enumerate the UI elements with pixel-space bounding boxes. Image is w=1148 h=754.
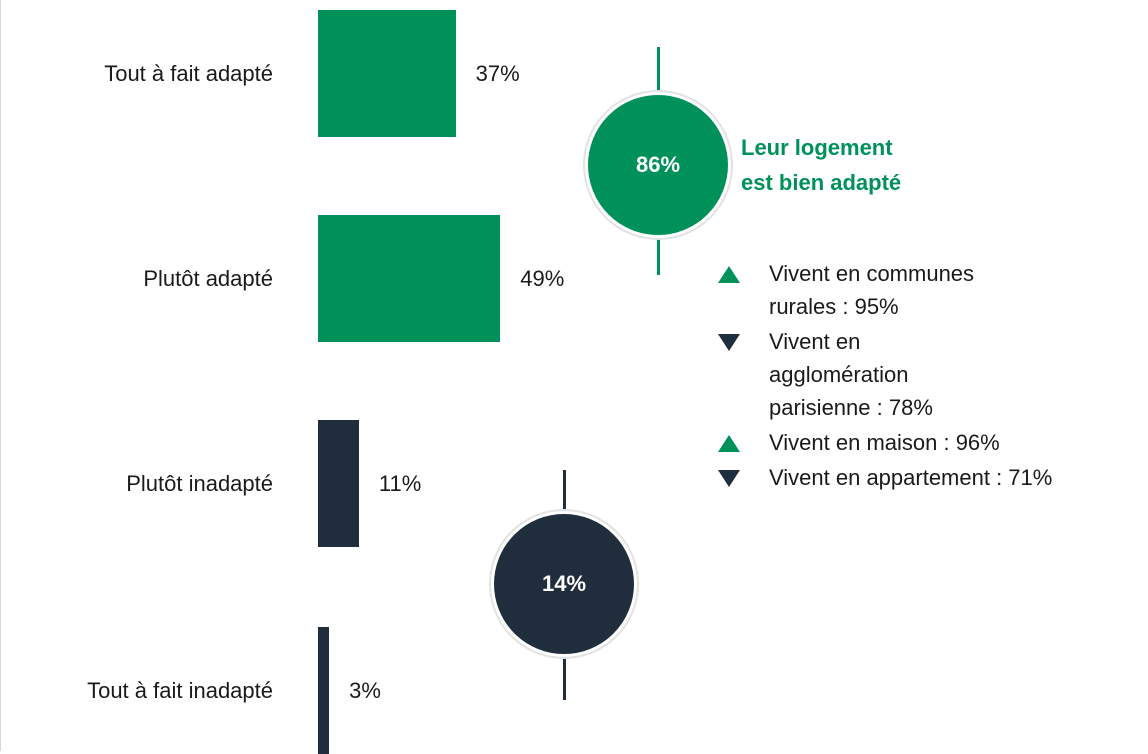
category-label: Tout à fait inadapté bbox=[87, 677, 273, 703]
triangle-up bbox=[718, 435, 740, 452]
note-text: parisienne : 78% bbox=[769, 395, 933, 420]
triangle-down bbox=[718, 334, 740, 351]
group-circle: 86% bbox=[585, 92, 731, 238]
triangle-down bbox=[718, 470, 740, 487]
value-label: 11% bbox=[378, 470, 422, 496]
connector-line bbox=[656, 47, 660, 93]
group-title: Leur logement bbox=[741, 135, 893, 160]
note-text: Vivent en communes bbox=[769, 261, 975, 286]
bar bbox=[318, 627, 330, 754]
triangle-up bbox=[718, 266, 740, 283]
value-label: 37% bbox=[475, 60, 520, 86]
bar bbox=[318, 420, 359, 547]
value-label: 3% bbox=[349, 677, 381, 703]
category-label: Plutôt inadapté bbox=[126, 470, 273, 496]
note-text: rurales : 95% bbox=[769, 294, 899, 319]
note-text: agglomération bbox=[769, 362, 909, 387]
group-title: est bien adapté bbox=[741, 170, 902, 195]
note-text: Vivent en bbox=[769, 329, 861, 354]
connector-line bbox=[656, 237, 660, 275]
category-label: Plutôt adapté bbox=[143, 265, 273, 291]
bar bbox=[318, 10, 456, 137]
note-text: Vivent en appartement : 71% bbox=[769, 465, 1053, 490]
connector-line bbox=[562, 470, 566, 515]
category-label: Tout à fait adapté bbox=[104, 60, 273, 86]
bar bbox=[318, 215, 501, 342]
group-circle: 14% bbox=[491, 511, 637, 657]
connector-line bbox=[562, 657, 566, 700]
note-text: Vivent en maison : 96% bbox=[769, 430, 1000, 455]
value-label: 49% bbox=[520, 265, 565, 291]
